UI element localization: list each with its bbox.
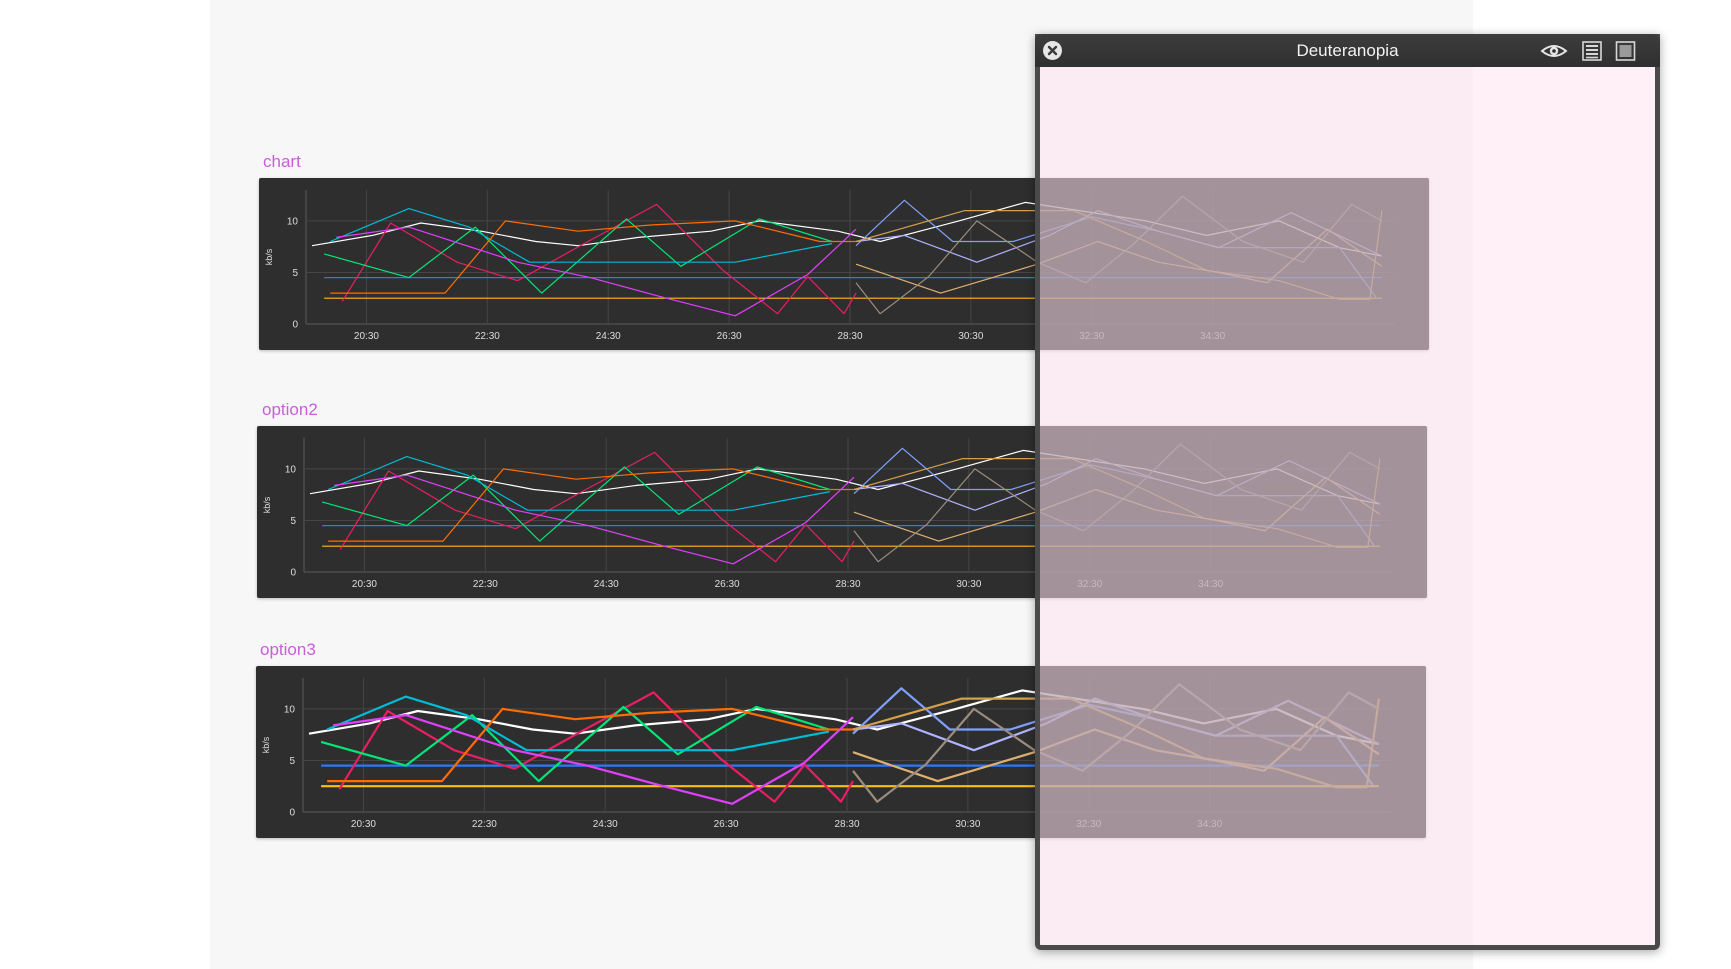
y-tick-label: 5 bbox=[289, 756, 295, 767]
x-tick-label: 26:30 bbox=[717, 331, 742, 342]
x-tick-label: 28:30 bbox=[837, 331, 862, 342]
x-tick-label: 26:30 bbox=[714, 819, 739, 830]
series-line-5 bbox=[326, 695, 830, 752]
y-tick-label: 10 bbox=[287, 216, 299, 227]
y-tick-label: 5 bbox=[292, 268, 298, 279]
series-line-5 bbox=[329, 208, 833, 263]
series-line-6 bbox=[327, 707, 853, 783]
series-line-4 bbox=[323, 218, 833, 294]
series-line-7 bbox=[334, 474, 855, 565]
series-line-5 bbox=[327, 456, 831, 511]
x-tick-label: 30:30 bbox=[956, 579, 981, 590]
x-tick-label: 30:30 bbox=[958, 331, 983, 342]
x-tick-label: 26:30 bbox=[715, 579, 740, 590]
filter-area bbox=[1040, 67, 1655, 945]
series-line-3 bbox=[339, 451, 855, 563]
y-tick-label: 0 bbox=[292, 320, 298, 331]
series-line-3 bbox=[341, 203, 857, 315]
series-line-7 bbox=[336, 226, 857, 317]
x-tick-label: 20:30 bbox=[352, 579, 377, 590]
y-axis-label: kb/s bbox=[262, 496, 272, 513]
series-line-3 bbox=[338, 691, 854, 803]
eye-icon[interactable] bbox=[1540, 40, 1568, 62]
x-tick-label: 24:30 bbox=[596, 331, 621, 342]
y-tick-label: 0 bbox=[289, 808, 295, 819]
series-line-4 bbox=[320, 705, 830, 783]
series-line-6 bbox=[328, 468, 854, 542]
y-axis-label: kb/s bbox=[264, 248, 274, 265]
y-tick-label: 5 bbox=[290, 516, 296, 527]
x-tick-label: 24:30 bbox=[594, 579, 619, 590]
series-line-6 bbox=[330, 220, 856, 294]
y-tick-label: 10 bbox=[285, 464, 297, 475]
series-line-4 bbox=[321, 466, 831, 542]
square-icon[interactable] bbox=[1613, 40, 1641, 62]
x-tick-label: 28:30 bbox=[835, 579, 860, 590]
y-axis-label: kb/s bbox=[261, 736, 271, 753]
x-tick-label: 22:30 bbox=[473, 579, 498, 590]
chart-label: chart bbox=[263, 152, 301, 171]
x-tick-label: 30:30 bbox=[955, 819, 980, 830]
option2-label: option2 bbox=[262, 400, 318, 419]
filter-window-title: Deuteranopia bbox=[1296, 41, 1399, 60]
x-tick-label: 20:30 bbox=[351, 819, 376, 830]
x-tick-label: 22:30 bbox=[472, 819, 497, 830]
x-tick-label: 20:30 bbox=[354, 331, 379, 342]
list-icon[interactable] bbox=[1579, 40, 1607, 62]
y-tick-label: 0 bbox=[290, 568, 296, 579]
x-tick-label: 22:30 bbox=[475, 331, 500, 342]
option3-label: option3 bbox=[260, 640, 316, 659]
page-canvas: chart 0 5 10 kb/s 20:30 22:30 24:30 26:30 28:30 3… bbox=[210, 0, 1660, 969]
x-tick-label: 24:30 bbox=[593, 819, 618, 830]
close-icon[interactable] bbox=[1043, 41, 1062, 60]
filter-window-titlebar[interactable]: Deuteranopia bbox=[1035, 34, 1660, 67]
x-tick-label: 28:30 bbox=[834, 819, 859, 830]
color-filter-window[interactable]: Deuteranopia bbox=[1035, 34, 1660, 950]
y-tick-label: 10 bbox=[284, 704, 296, 715]
series-line-7 bbox=[333, 713, 854, 805]
